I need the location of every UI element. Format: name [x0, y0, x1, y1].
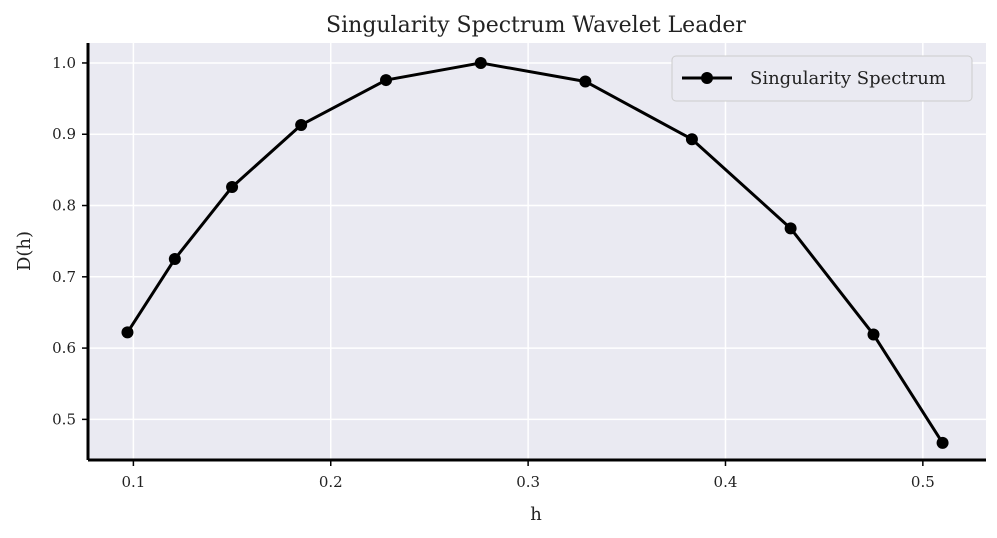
x-ticks: 0.1 0.2 0.3 0.4 0.5 [121, 460, 935, 491]
y-axis-label: D(h) [14, 231, 35, 271]
data-point [380, 74, 393, 87]
data-point [226, 180, 239, 193]
legend-label: Singularity Spectrum [750, 68, 946, 89]
x-axis-label: h [530, 504, 542, 525]
data-point [784, 222, 797, 235]
y-tick-label: 0.9 [52, 125, 76, 143]
data-point [579, 75, 592, 88]
legend-marker-swatch [701, 72, 713, 84]
data-point [867, 328, 880, 341]
data-point [295, 118, 308, 131]
y-ticks: 0.5 0.6 0.7 0.8 0.9 1.0 [52, 54, 88, 428]
x-tick-label: 0.5 [911, 473, 935, 491]
y-tick-label: 0.6 [52, 339, 76, 357]
plot-background [88, 43, 986, 460]
data-point [121, 326, 134, 339]
x-tick-label: 0.1 [121, 473, 145, 491]
legend: Singularity Spectrum [671, 55, 973, 102]
data-point [685, 133, 698, 146]
grid-vertical [132, 43, 924, 460]
data-point [936, 436, 949, 449]
data-point [474, 56, 487, 69]
y-tick-label: 1.0 [52, 54, 76, 72]
grid-horizontal [88, 62, 986, 421]
data-point [168, 252, 181, 265]
chart-title: Singularity Spectrum Wavelet Leader [326, 13, 746, 38]
x-tick-label: 0.4 [714, 473, 738, 491]
y-tick-label: 0.7 [52, 268, 76, 286]
legend-box [671, 55, 973, 102]
y-tick-label: 0.5 [52, 410, 76, 428]
y-tick-label: 0.8 [52, 197, 76, 215]
x-tick-label: 0.3 [516, 473, 540, 491]
x-tick-label: 0.2 [319, 473, 343, 491]
series-layer [121, 56, 949, 449]
